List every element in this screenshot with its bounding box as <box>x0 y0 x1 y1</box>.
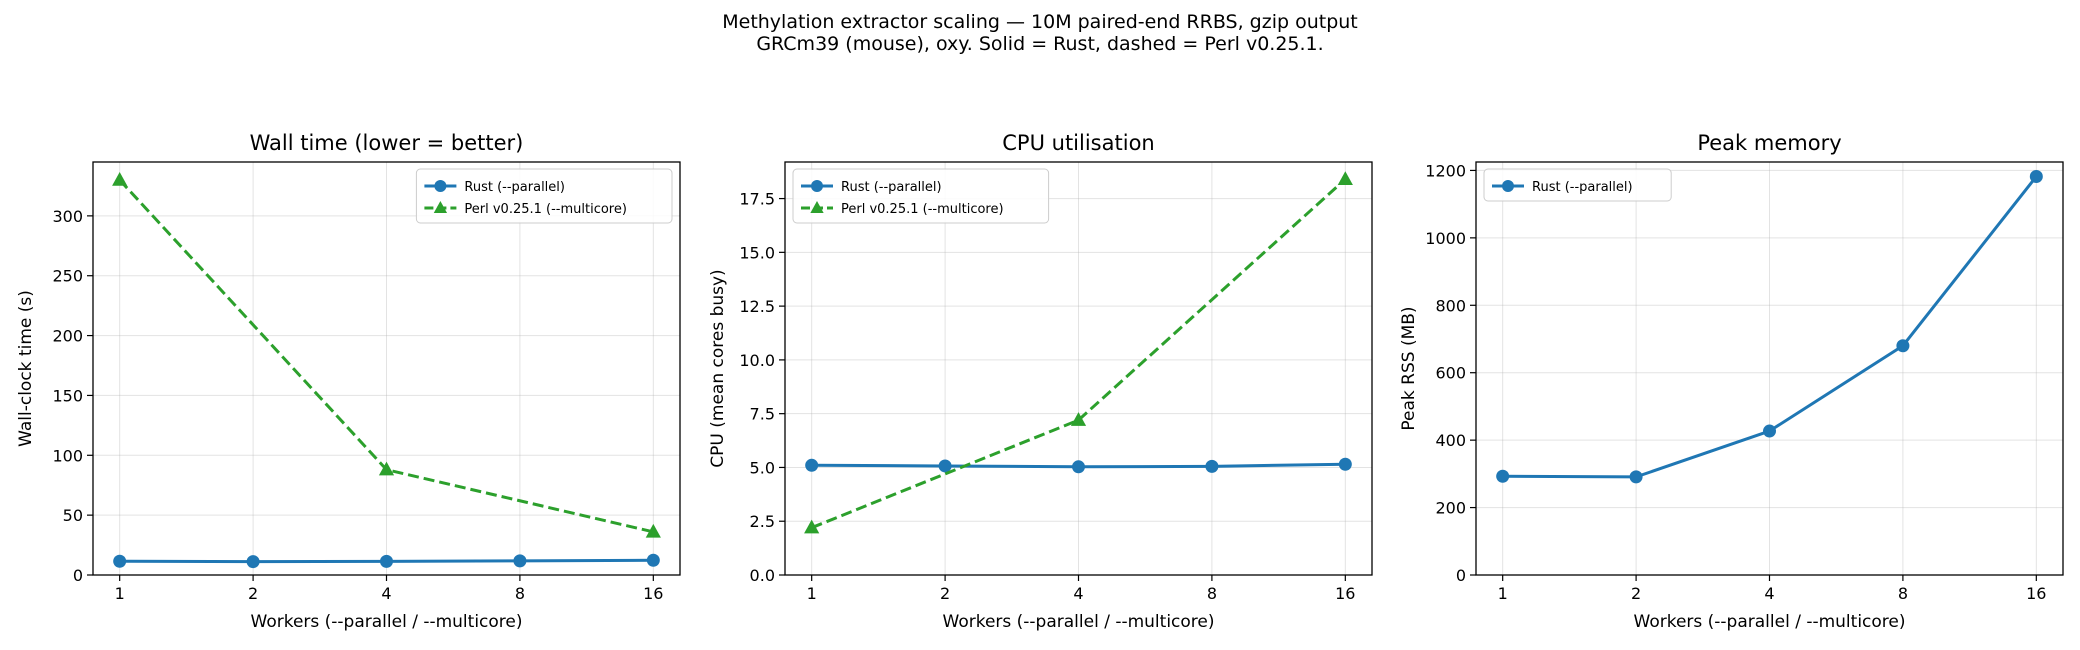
y-axis-label: CPU (mean cores busy) <box>708 269 728 467</box>
y-tick-label: 250 <box>52 267 83 286</box>
legend-box <box>415 168 673 224</box>
y-tick-label: 7.5 <box>750 405 775 424</box>
y-tick-label: 17.5 <box>739 190 775 209</box>
x-tick-label: 8 <box>1207 584 1217 603</box>
x-tick-label: 16 <box>1335 584 1355 603</box>
legend-marker <box>811 180 823 192</box>
figure-suptitle-line2: GRCm39 (mouse), oxy. Solid = Rust, dashe… <box>756 33 1323 55</box>
data-point <box>1896 339 1910 353</box>
legend-box <box>1483 168 1672 202</box>
y-axis-label: Wall-clock time (s) <box>16 290 36 447</box>
legend-marker <box>434 180 447 192</box>
data-point <box>1629 470 1643 484</box>
legend-label: Rust (--parallel) <box>464 180 565 195</box>
y-tick-label: 1000 <box>1425 229 1466 248</box>
y-tick-label: 400 <box>1435 431 1466 450</box>
y-tick-label: 1200 <box>1425 161 1466 180</box>
data-point <box>804 519 820 534</box>
data-point <box>1338 457 1352 471</box>
legend-label: Perl v0.25.1 (--multicore) <box>841 202 1004 217</box>
y-axis-label: Peak RSS (MB) <box>1399 306 1419 430</box>
y-tick-label: 300 <box>52 207 83 226</box>
axes-frame <box>1475 161 2064 576</box>
legend-marker <box>433 201 448 214</box>
data-point <box>645 523 661 538</box>
legend-label: Rust (--parallel) <box>1532 180 1633 195</box>
chart-title: CPU utilisation <box>1002 131 1154 155</box>
legend-label: Rust (--parallel) <box>841 180 942 195</box>
legend: Rust (--parallel) Perl v0.25.1 (--multico… <box>415 168 673 224</box>
x-axis-label: Workers (--parallel / --multicore) <box>943 612 1215 632</box>
axes-frame <box>784 161 1373 576</box>
y-tick-label: 800 <box>1435 296 1466 315</box>
x-axis-label: Workers (--parallel / --multicore) <box>1634 612 1906 632</box>
x-tick-label: 2 <box>1631 584 1641 603</box>
y-tick-label: 200 <box>52 327 83 346</box>
chart-title: Peak memory <box>1697 131 1841 155</box>
data-point <box>1337 171 1353 185</box>
x-tick-label: 4 <box>381 584 391 603</box>
data-point <box>513 554 527 568</box>
grid <box>93 162 680 576</box>
legend-label: Perl v0.25.1 (--multicore) <box>464 202 627 217</box>
data-point <box>113 554 127 568</box>
y-tick-label: 15.0 <box>739 243 775 262</box>
y-tick-label: 200 <box>1435 499 1466 518</box>
data-point <box>805 458 819 472</box>
y-tick-label: 0.0 <box>750 566 775 585</box>
data-point <box>1070 412 1087 426</box>
y-tick-label: 600 <box>1435 364 1466 383</box>
x-tick-label: 1 <box>1498 584 1508 603</box>
data-point <box>1205 459 1219 473</box>
x-tick-label: 8 <box>1898 584 1908 603</box>
x-tick-label: 4 <box>1073 584 1083 603</box>
x-tick-label: 8 <box>515 584 525 603</box>
figure-suptitle-line1: Methylation extractor scaling — 10M pair… <box>722 11 1358 33</box>
x-tick-label: 16 <box>643 584 663 603</box>
legend-box <box>792 168 1050 224</box>
y-tick-label: 0 <box>73 566 83 585</box>
data-point <box>378 461 395 476</box>
legend: Rust (--parallel) Perl v0.25.1 (--multico… <box>792 168 1050 224</box>
data-point <box>646 553 660 567</box>
legend: Rust (--parallel) <box>1483 168 1672 202</box>
y-tick-label: 0 <box>1456 566 1466 585</box>
x-tick-label: 1 <box>807 584 817 603</box>
x-tick-label: 4 <box>1764 584 1774 603</box>
data-point <box>938 459 952 473</box>
axes-frame <box>92 161 681 576</box>
data-point <box>112 171 128 186</box>
y-tick-label: 50 <box>63 506 83 525</box>
x-tick-label: 1 <box>115 584 125 603</box>
data-point <box>2029 169 2043 183</box>
data-point <box>1763 424 1776 438</box>
y-tick-label: 5.0 <box>750 458 775 477</box>
chart-panel-3: 1 2 4 8 16 0 200 400 600 800 1000 1200 Peak memory Wo… <box>1399 131 2064 632</box>
x-tick-label: 16 <box>2026 584 2046 603</box>
data-point <box>1496 469 1510 483</box>
legend-marker <box>810 201 824 214</box>
chart-panel-2: 1 2 4 8 16 0.0 2.5 5.0 7.5 10.0 12.5 15.0 17.5 CPU ut… <box>708 131 1373 632</box>
x-tick-label: 2 <box>940 584 950 603</box>
legend-marker <box>1502 180 1514 192</box>
y-tick-label: 2.5 <box>750 512 775 531</box>
data-point <box>380 554 393 568</box>
x-tick-label: 2 <box>248 584 258 603</box>
y-tick-label: 150 <box>52 386 83 405</box>
data-point <box>246 555 260 569</box>
y-tick-label: 10.0 <box>739 351 775 370</box>
x-axis-label: Workers (--parallel / --multicore) <box>251 612 523 632</box>
grid <box>785 162 1372 576</box>
y-tick-label: 12.5 <box>739 297 775 316</box>
chart-title: Wall time (lower = better) <box>250 131 524 155</box>
y-tick-label: 100 <box>52 446 83 465</box>
chart-panel-1: 1 2 4 8 16 0 50 100 150 200 250 300 Wall time (lower… <box>16 131 681 632</box>
grid <box>1476 162 2063 576</box>
data-point <box>1072 460 1085 474</box>
